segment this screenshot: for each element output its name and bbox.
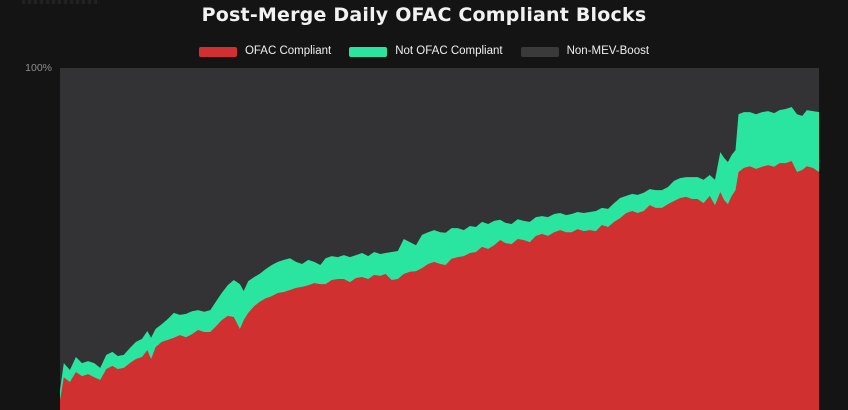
legend-swatch-green: [349, 47, 388, 57]
legend-label: OFAC Compliant: [244, 45, 332, 58]
clipped-text-fragment: [22, 0, 100, 4]
legend-swatch-red: [198, 47, 237, 57]
area-ofac-compliant[interactable]: [60, 161, 819, 410]
legend-swatch-gray: [520, 47, 559, 57]
legend: OFAC Compliant Not OFAC Compliant Non-ME…: [0, 45, 848, 59]
legend-item-ofac-compliant[interactable]: OFAC Compliant: [198, 45, 332, 58]
legend-label: Non-MEV-Boost: [566, 45, 650, 58]
legend-label: Not OFAC Compliant: [395, 45, 503, 58]
legend-item-non-mev-boost[interactable]: Non-MEV-Boost: [520, 45, 650, 58]
chart-title: Post-Merge Daily OFAC Compliant Blocks: [201, 4, 647, 26]
legend-item-not-ofac-compliant[interactable]: Not OFAC Compliant: [349, 45, 503, 58]
y-axis-tick-100: 100%: [25, 62, 52, 74]
